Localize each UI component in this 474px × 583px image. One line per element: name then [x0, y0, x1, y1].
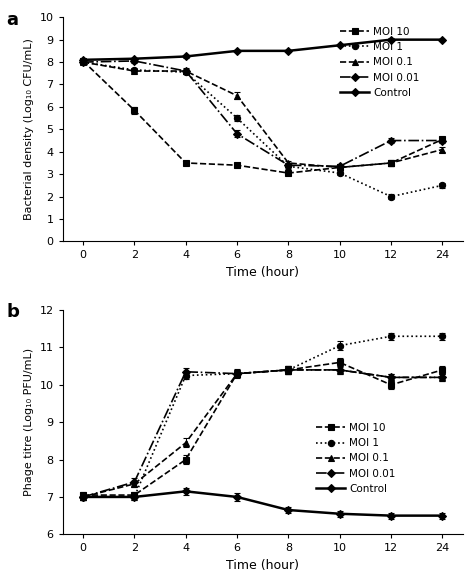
Legend: MOI 10, MOI 1, MOI 0.1, MOI 0.01, Control: MOI 10, MOI 1, MOI 0.1, MOI 0.01, Contro…: [316, 423, 396, 494]
Text: b: b: [7, 303, 19, 321]
X-axis label: Time (hour): Time (hour): [226, 559, 299, 572]
Legend: MOI 10, MOI 1, MOI 0.1, MOI 0.01, Control: MOI 10, MOI 1, MOI 0.1, MOI 0.01, Contro…: [340, 27, 419, 98]
Y-axis label: Bacterial density (Log₁₀ CFU/mL): Bacterial density (Log₁₀ CFU/mL): [24, 38, 34, 220]
X-axis label: Time (hour): Time (hour): [226, 266, 299, 279]
Y-axis label: Phage titre (Log₁₀ PFU/mL): Phage titre (Log₁₀ PFU/mL): [24, 348, 34, 496]
Text: a: a: [7, 10, 18, 29]
